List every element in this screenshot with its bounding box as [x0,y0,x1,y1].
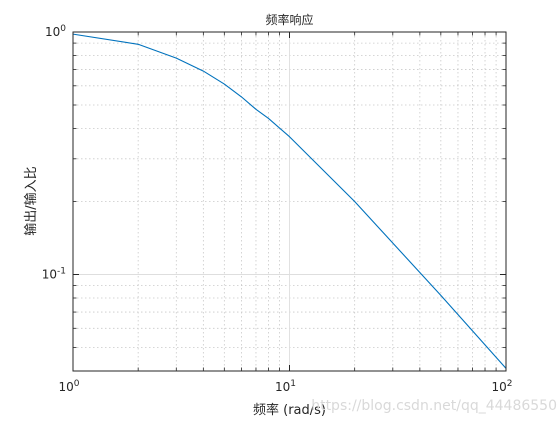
y-tick-label-1: 100 [45,24,66,39]
y-tick-label-0: 10-1 [42,266,66,281]
x-tick-label-2: 102 [491,379,512,394]
tick-layer: 100 101 102 10-1 100 [42,24,513,394]
x-tick-label-0: 100 [58,379,79,394]
series-layer [72,33,507,369]
grid-layer [73,32,506,371]
x-axis-label: 频率 (rad/s) [253,402,326,418]
x-tick-label-1: 101 [275,379,296,394]
series-line-0 [72,33,507,369]
watermark: https://blog.csdn.net/qq_44486550 [311,398,557,414]
chart-title: 频率响应 [265,12,313,27]
y-axis-label: 输出/输入比 [23,166,39,235]
